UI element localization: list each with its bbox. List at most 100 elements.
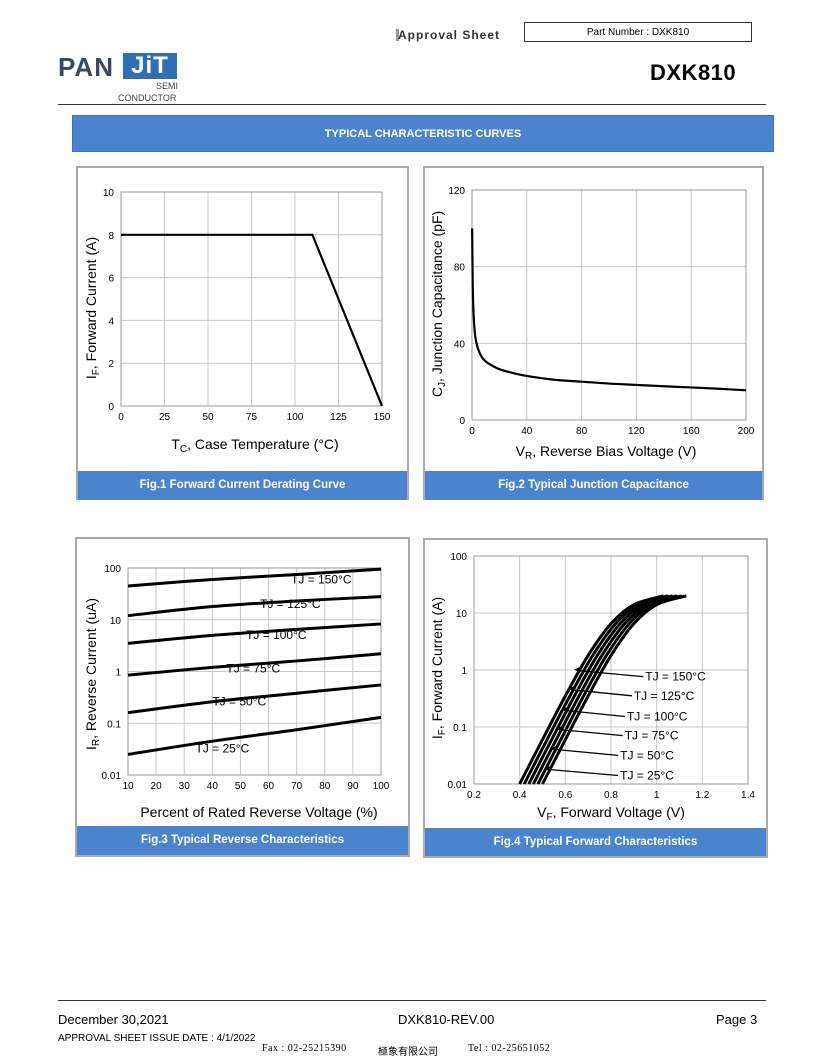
fig1-ytick-3: 6 bbox=[108, 274, 114, 285]
fig3-xtick-5: 60 bbox=[263, 781, 275, 792]
fig2-xtick-5: 200 bbox=[738, 426, 755, 437]
fig4-ytick-2: 1 bbox=[461, 666, 467, 677]
figure-1-caption: Fig.1 Forward Current Derating Curve bbox=[78, 471, 407, 500]
fig1-xtick-4: 100 bbox=[287, 412, 304, 423]
fig4-xtick-4: 1 bbox=[654, 790, 660, 801]
fig4-xtick-0: 0.2 bbox=[467, 790, 481, 801]
fig3-series-2-label: TJ = 100°C bbox=[246, 628, 307, 642]
fig3-xtick-7: 80 bbox=[319, 781, 331, 792]
fig2-ytick-0: 0 bbox=[459, 416, 465, 427]
fig3-ytick-2: 1 bbox=[115, 668, 121, 679]
fig1-ytick-0: 0 bbox=[108, 402, 114, 413]
fig2-xtick-4: 160 bbox=[683, 426, 700, 437]
fig2-ylabel: CJ, Junction Capacitance (pF) bbox=[429, 211, 448, 397]
fig2-xtick-2: 80 bbox=[576, 426, 588, 437]
logo-semi-text: SEMI bbox=[155, 81, 178, 91]
fig3-xlabel: Percent of Rated Reverse Voltage (%) bbox=[140, 804, 377, 820]
fig4-series-5-arrowhead bbox=[544, 765, 552, 772]
fig3-xtick-6: 70 bbox=[291, 781, 303, 792]
fig4-series-1-arrowhead bbox=[567, 685, 575, 692]
fig3-series-3-label: TJ = 75°C bbox=[226, 662, 280, 676]
fig1-ytick-2: 4 bbox=[108, 316, 114, 327]
footer-page: Page 3 bbox=[716, 1012, 758, 1027]
footer-company: 極象有限公司 bbox=[378, 1047, 438, 1058]
fig3-xtick-0: 10 bbox=[122, 781, 134, 792]
fig3-ytick-0: 0.01 bbox=[102, 771, 122, 782]
fig4-series-4-line bbox=[536, 594, 683, 785]
approval-marker bbox=[396, 29, 399, 41]
fig4-ytick-1: 0.1 bbox=[453, 723, 467, 734]
fig4-xtick-3: 0.8 bbox=[604, 790, 618, 801]
footer-issue-date: APPROVAL SHEET ISSUE DATE : 4/1/2022 bbox=[58, 1033, 256, 1044]
fig3-ytick-4: 100 bbox=[104, 564, 121, 575]
header-divider bbox=[58, 104, 766, 105]
fig4-series-1-line bbox=[522, 594, 669, 785]
fig3-xtick-8: 90 bbox=[347, 781, 359, 792]
fig1-ylabel: IF, Forward Current (A) bbox=[83, 237, 102, 379]
fig4-xtick-1: 0.4 bbox=[513, 790, 527, 801]
fig1-xtick-1: 25 bbox=[159, 412, 171, 423]
fig2-ytick-2: 80 bbox=[454, 263, 466, 274]
logo-pan-text: PAN bbox=[58, 52, 114, 82]
fig2-xtick-1: 40 bbox=[521, 426, 533, 437]
fig2-xlabel: VR, Reverse Bias Voltage (V) bbox=[516, 443, 697, 462]
fig4-ytick-0: 0.01 bbox=[448, 780, 468, 791]
fig3-series-2-line bbox=[127, 622, 382, 645]
fig1-xtick-5: 125 bbox=[330, 412, 347, 423]
logo-jit-badge: JiT bbox=[123, 53, 177, 79]
fig4-plot-frame bbox=[473, 555, 749, 785]
fig3-ylabel: IR, Reverse Current (uA) bbox=[83, 598, 102, 750]
fig4-series-4-arrow bbox=[554, 748, 619, 757]
fig3-xtick-4: 50 bbox=[235, 781, 247, 792]
fig3-series-0-line bbox=[127, 567, 382, 588]
fig4-xtick-6: 1.4 bbox=[741, 790, 755, 801]
fig3-xtick-3: 40 bbox=[207, 781, 219, 792]
footer-tel: Tel : 02-25651052 bbox=[468, 1043, 551, 1054]
fig4-series-1-label: TJ = 125°C bbox=[634, 689, 695, 703]
fig4-ytick-4: 100 bbox=[450, 552, 467, 563]
fig1-xtick-3: 75 bbox=[246, 412, 258, 423]
fig3-series-4-label: TJ = 50°C bbox=[212, 695, 266, 709]
fig2-ytick-3: 120 bbox=[448, 186, 465, 197]
figure-4-caption: Fig.4 Typical Forward Characteristics bbox=[425, 828, 766, 856]
fig4-series-5-arrow bbox=[548, 768, 619, 777]
footer-revision: DXK810-REV.00 bbox=[398, 1012, 495, 1027]
fig2-ytick-1: 40 bbox=[454, 339, 466, 350]
fig4-ylabel: IF, Forward Current (A) bbox=[429, 597, 448, 739]
fig3-xtick-9: 100 bbox=[373, 781, 390, 792]
fig4-xtick-5: 1.2 bbox=[695, 790, 709, 801]
fig1-ytick-5: 10 bbox=[103, 188, 115, 199]
fig3-series-5-line bbox=[127, 715, 382, 756]
fig3-series-5-label: TJ = 25°C bbox=[195, 742, 249, 756]
fig4-series-3-line bbox=[532, 594, 678, 785]
document-title: DXK810 bbox=[650, 60, 737, 85]
footer-fax: Fax : 02-25215390 bbox=[262, 1043, 347, 1054]
fig3-ytick-3: 10 bbox=[110, 616, 122, 627]
fig3-xtick-1: 20 bbox=[151, 781, 163, 792]
figure-3-caption: Fig.3 Typical Reverse Characteristics bbox=[77, 826, 408, 855]
fig2-plot-frame bbox=[471, 189, 747, 421]
fig4-series-2-line bbox=[527, 594, 674, 785]
fig4-xtick-2: 0.6 bbox=[558, 790, 572, 801]
fig3-series-4-line bbox=[127, 683, 382, 715]
fig1-series-0-line bbox=[121, 233, 384, 407]
fig2-series-0-line bbox=[471, 228, 747, 392]
figure-4-panel bbox=[423, 538, 768, 858]
footer-divider bbox=[58, 1000, 766, 1001]
fig4-series-4-label: TJ = 50°C bbox=[620, 748, 674, 762]
fig1-ytick-1: 2 bbox=[108, 359, 114, 370]
fig4-series-3-arrowhead bbox=[556, 725, 564, 732]
fig4-xlabel: VF, Forward Voltage (V) bbox=[537, 804, 685, 823]
fig4-series-2-arrowhead bbox=[561, 706, 569, 713]
fig4-series-5-line bbox=[541, 594, 687, 785]
approval-sheet-label: Approval Sheet bbox=[398, 28, 501, 42]
fig3-plot-frame bbox=[127, 567, 382, 776]
logo-conductor-text: CONDUCTOR bbox=[118, 93, 177, 103]
fig4-series-4-arrowhead bbox=[550, 745, 558, 752]
fig4-series-0-arrowhead bbox=[573, 666, 581, 673]
fig3-series-0-label: TJ = 150°C bbox=[291, 573, 352, 587]
figure-3-panel bbox=[75, 537, 410, 857]
fig1-xtick-2: 50 bbox=[202, 412, 214, 423]
part-number-box: Part Number : DXK810 bbox=[524, 22, 752, 42]
